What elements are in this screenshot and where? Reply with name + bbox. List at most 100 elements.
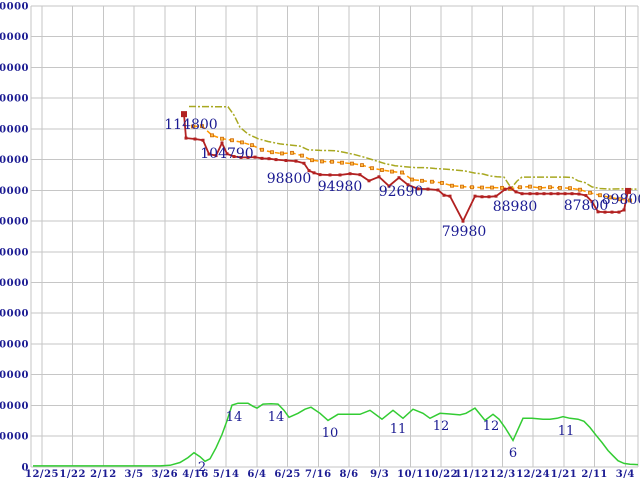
data-point-marker bbox=[535, 192, 539, 196]
data-point-marker bbox=[430, 179, 434, 184]
data-point-marker bbox=[302, 161, 306, 165]
x-tick-label: 3/26 bbox=[152, 469, 179, 480]
data-point-marker bbox=[461, 219, 465, 223]
data-point-marker bbox=[568, 186, 572, 191]
data-point-marker bbox=[450, 183, 454, 188]
data-point-marker bbox=[338, 173, 342, 177]
data-point-marker bbox=[416, 187, 420, 191]
data-point-marker bbox=[312, 171, 316, 175]
data-point-marker bbox=[387, 184, 391, 188]
data-point-marker bbox=[548, 185, 552, 190]
data-point-marker bbox=[487, 195, 491, 199]
price-label: 79980 bbox=[442, 224, 487, 240]
data-point-marker bbox=[200, 124, 204, 129]
data-point-marker bbox=[310, 158, 314, 163]
data-point-marker bbox=[201, 138, 205, 142]
data-point-marker bbox=[320, 159, 324, 164]
data-point-marker bbox=[260, 147, 264, 152]
y-tick-label: 30000 bbox=[0, 370, 29, 381]
y-tick-label: 130000 bbox=[0, 63, 29, 74]
data-point-marker bbox=[191, 124, 195, 129]
data-point-marker bbox=[246, 155, 250, 159]
data-point-marker bbox=[542, 192, 546, 196]
data-point-marker bbox=[618, 197, 622, 202]
data-point-marker bbox=[390, 169, 394, 174]
data-point-marker bbox=[307, 169, 311, 173]
data-point-marker bbox=[239, 155, 243, 159]
data-point-marker bbox=[290, 150, 294, 155]
data-point-marker bbox=[318, 173, 322, 177]
x-tick-label: 1/21 bbox=[551, 469, 578, 480]
data-point-marker bbox=[625, 187, 631, 194]
data-point-marker bbox=[232, 155, 236, 159]
y-axis-labels: 0 10000 20000 30000 40000 50000 60000 70000 8000… bbox=[0, 2, 29, 474]
data-point-marker bbox=[220, 141, 224, 145]
x-tick-label: 2/12 bbox=[90, 469, 117, 480]
data-point-marker bbox=[514, 190, 518, 194]
data-point-marker bbox=[294, 159, 298, 163]
price-label: 98800 bbox=[267, 171, 312, 187]
x-tick-label: 12/24 bbox=[516, 469, 550, 480]
y-tick-label: 10000 bbox=[0, 432, 29, 443]
count-label: 2 bbox=[198, 460, 206, 475]
data-point-marker bbox=[214, 154, 218, 158]
average-price-line-markers bbox=[191, 124, 632, 203]
lowest-price-line bbox=[183, 114, 629, 224]
data-point-marker bbox=[210, 133, 214, 138]
y-tick-label: 140000 bbox=[0, 32, 29, 43]
data-point-marker bbox=[538, 185, 542, 190]
price-label: 87800 bbox=[564, 198, 609, 214]
y-tick-label: 40000 bbox=[0, 339, 29, 350]
data-point-marker bbox=[603, 210, 607, 214]
price-label: 92690 bbox=[379, 184, 424, 200]
data-point-marker bbox=[330, 159, 334, 164]
count-label: 11 bbox=[390, 422, 407, 437]
store-count-labels: 2 14 14 10 11 12 12 6 11 bbox=[198, 410, 574, 475]
data-point-marker bbox=[380, 168, 384, 172]
data-point-marker bbox=[503, 187, 507, 191]
data-point-marker bbox=[436, 188, 440, 192]
y-tick-label: 150000 bbox=[0, 2, 29, 13]
data-point-marker bbox=[470, 185, 474, 190]
data-point-marker bbox=[426, 187, 430, 191]
data-point-marker bbox=[558, 185, 562, 190]
count-label: 6 bbox=[509, 446, 517, 461]
count-label: 14 bbox=[226, 410, 243, 425]
y-tick-label: 80000 bbox=[0, 217, 29, 228]
data-point-marker bbox=[253, 155, 257, 159]
data-point-marker bbox=[460, 184, 464, 189]
count-label: 12 bbox=[483, 419, 500, 434]
data-point-marker bbox=[518, 185, 522, 190]
price-label: 94980 bbox=[318, 179, 363, 195]
data-point-marker bbox=[528, 184, 532, 189]
y-tick-label: 0 bbox=[22, 462, 29, 473]
x-tick-label: 9/3 bbox=[370, 469, 389, 480]
data-point-marker bbox=[350, 161, 354, 166]
x-axis-labels: 12/25 1/22 2/12 3/5 3/26 4/16 5/14 6/4 6/25 7/16 8… bbox=[25, 469, 634, 480]
data-point-marker bbox=[240, 140, 244, 145]
data-point-marker bbox=[207, 152, 211, 156]
price-label: 88980 bbox=[493, 199, 538, 215]
data-point-marker bbox=[556, 192, 560, 196]
data-point-marker bbox=[260, 156, 264, 160]
data-point-marker bbox=[280, 151, 284, 156]
price-label: 114800 bbox=[164, 117, 217, 133]
data-point-marker bbox=[598, 193, 602, 198]
count-label: 11 bbox=[558, 424, 575, 439]
data-point-marker bbox=[528, 192, 532, 196]
data-point-marker bbox=[348, 172, 352, 176]
x-tick-label: 2/11 bbox=[581, 469, 608, 480]
price-label: 89800 bbox=[602, 192, 640, 208]
data-point-marker bbox=[250, 143, 254, 148]
data-point-marker bbox=[406, 183, 410, 187]
x-tick-label: 11/12 bbox=[455, 469, 489, 480]
data-point-marker bbox=[490, 185, 494, 190]
data-point-marker bbox=[274, 158, 278, 162]
data-point-marker bbox=[220, 136, 224, 141]
data-point-marker bbox=[590, 200, 594, 204]
price-label: 104790 bbox=[200, 146, 253, 162]
data-point-marker bbox=[340, 160, 344, 165]
data-point-marker bbox=[520, 192, 524, 196]
data-point-marker bbox=[270, 150, 274, 155]
